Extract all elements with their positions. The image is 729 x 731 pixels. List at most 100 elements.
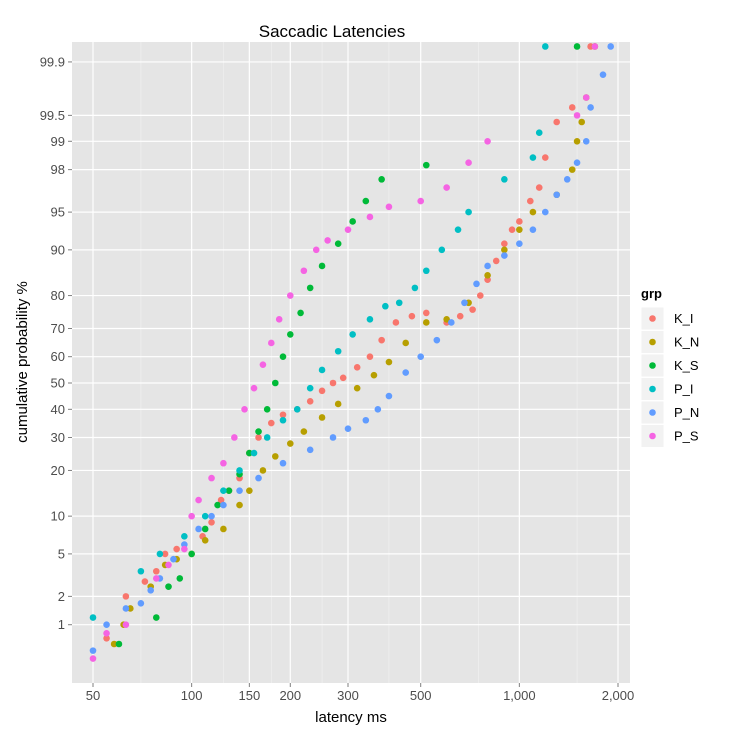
x-tick-label: 200: [279, 688, 301, 703]
legend-label: K_I: [674, 311, 694, 326]
data-point: [89, 614, 97, 621]
data-point: [385, 392, 393, 400]
data-point: [448, 319, 455, 326]
data-point: [344, 425, 352, 433]
data-point: [422, 309, 430, 317]
data-point: [484, 272, 491, 279]
data-point: [422, 161, 430, 169]
chart-title: Saccadic Latencies: [259, 22, 405, 41]
y-tick-label: 95: [51, 205, 65, 220]
data-point: [122, 605, 130, 612]
data-point: [501, 240, 508, 247]
data-point: [208, 519, 215, 526]
data-point: [195, 496, 202, 504]
data-point: [454, 226, 462, 233]
data-point: [329, 379, 337, 387]
x-tick-label: 50: [86, 688, 100, 703]
data-point: [306, 446, 314, 454]
data-point: [188, 550, 195, 558]
data-point: [382, 302, 389, 310]
data-point: [122, 621, 130, 629]
data-point: [165, 561, 172, 569]
data-point: [392, 319, 400, 326]
data-point: [578, 118, 586, 126]
data-point: [279, 353, 287, 360]
data-point: [201, 537, 209, 544]
data-point: [527, 197, 534, 205]
y-axis-label: cumulative probability %: [14, 281, 31, 443]
data-point: [568, 166, 576, 173]
data-point: [395, 299, 403, 307]
data-point: [312, 246, 320, 254]
data-point: [231, 434, 238, 441]
data-point: [220, 487, 227, 494]
data-point: [103, 635, 110, 642]
data-point: [297, 309, 304, 317]
data-point: [241, 406, 248, 413]
data-point: [279, 416, 287, 424]
data-point: [318, 366, 326, 374]
series-p-i: [89, 43, 549, 621]
data-point: [443, 184, 450, 191]
legend-marker-icon: [649, 409, 656, 416]
y-tick-label: 5: [58, 546, 65, 561]
data-point: [443, 316, 450, 323]
data-point: [272, 453, 279, 460]
data-point: [188, 512, 195, 520]
y-tick-label: 2: [58, 589, 65, 604]
legend-label: K_N: [674, 335, 699, 350]
plot-panel: [72, 42, 630, 683]
data-point: [411, 284, 419, 292]
data-point: [353, 364, 361, 371]
y-tick-label: 70: [51, 321, 65, 336]
data-point: [89, 655, 97, 662]
data-point: [156, 550, 164, 558]
data-point: [137, 567, 145, 575]
data-point: [541, 208, 549, 216]
data-point: [385, 358, 393, 366]
data-point: [170, 555, 177, 563]
y-tick-label: 1: [58, 617, 65, 632]
legend-item-k-i: K_I: [640, 306, 694, 331]
data-point: [573, 43, 581, 50]
data-point: [286, 292, 294, 299]
y-tick-label: 90: [51, 242, 65, 257]
data-point: [366, 213, 374, 221]
data-point: [103, 629, 110, 637]
data-point: [573, 112, 581, 119]
data-point: [201, 525, 209, 533]
data-point: [141, 578, 149, 585]
data-point: [152, 575, 160, 582]
data-point: [275, 316, 283, 323]
data-point: [246, 487, 253, 494]
data-point: [259, 361, 267, 368]
data-point: [417, 353, 425, 360]
data-point: [484, 262, 491, 270]
data-point: [465, 208, 472, 216]
x-tick-label: 1,000: [503, 688, 536, 703]
legend-title: grp: [641, 286, 662, 301]
data-point: [508, 226, 516, 233]
data-point: [318, 262, 326, 270]
data-point: [516, 218, 523, 225]
data-point: [246, 449, 253, 457]
data-point: [110, 640, 118, 648]
data-point: [563, 176, 571, 183]
data-point: [535, 129, 543, 137]
data-point: [300, 428, 308, 435]
data-point: [236, 501, 243, 509]
data-point: [417, 197, 425, 205]
data-point: [334, 347, 342, 355]
data-point: [324, 237, 331, 244]
data-point: [591, 43, 599, 50]
legend-label: K_S: [674, 358, 699, 373]
data-point: [529, 154, 537, 161]
data-point: [366, 353, 374, 360]
data-point: [402, 369, 410, 376]
legend-item-k-n: K_N: [640, 330, 699, 354]
data-point: [378, 176, 385, 183]
data-point: [267, 339, 275, 347]
data-point: [279, 411, 287, 419]
legend-label: P_S: [674, 429, 699, 444]
